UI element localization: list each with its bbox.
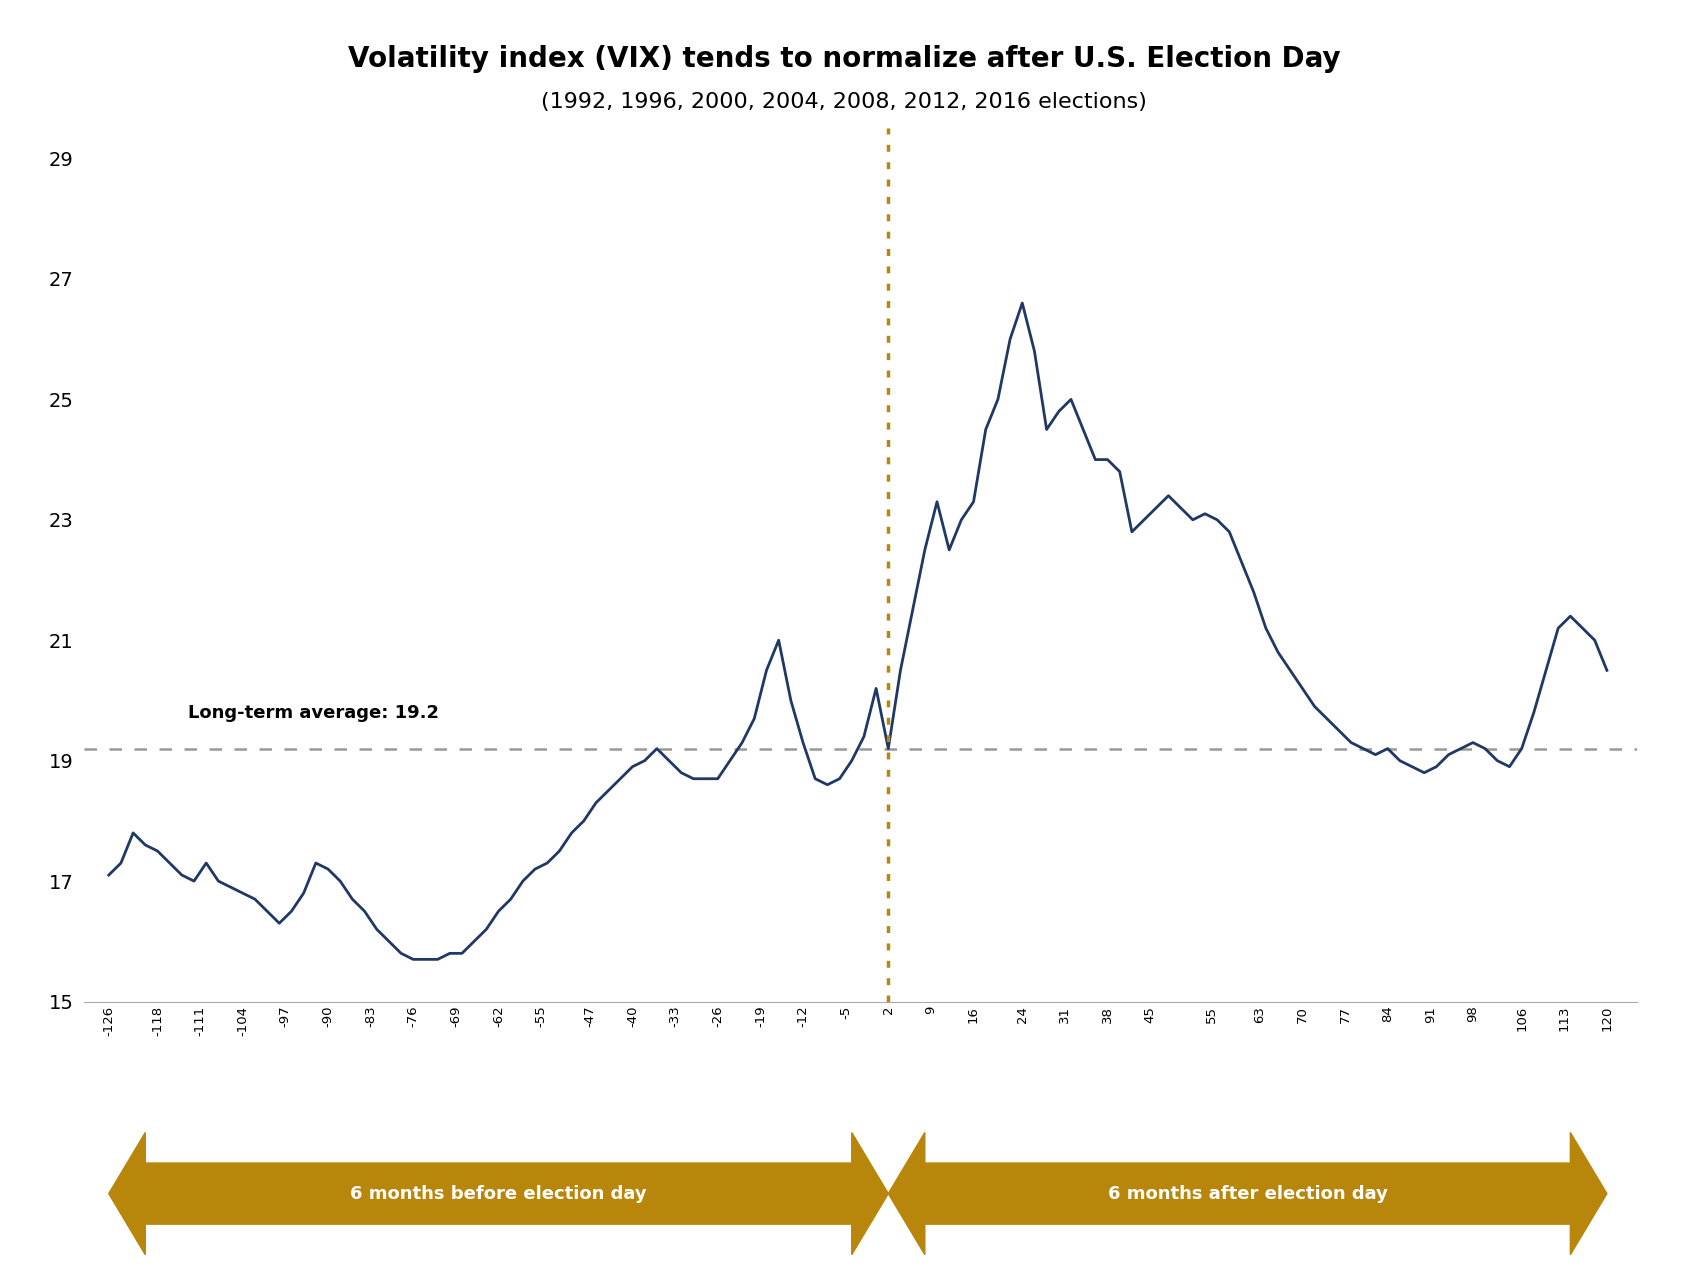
- Text: Volatility index (VIX) tends to normalize after U.S. Election Day: Volatility index (VIX) tends to normaliz…: [348, 45, 1340, 73]
- Text: Long-term average: 19.2: Long-term average: 19.2: [187, 704, 439, 722]
- Polygon shape: [108, 1132, 888, 1254]
- Polygon shape: [888, 1132, 1607, 1254]
- Text: 6 months after election day: 6 months after election day: [1107, 1185, 1388, 1203]
- Text: 6 months before election day: 6 months before election day: [349, 1185, 647, 1203]
- Text: (1992, 1996, 2000, 2004, 2008, 2012, 2016 elections): (1992, 1996, 2000, 2004, 2008, 2012, 201…: [542, 92, 1146, 113]
